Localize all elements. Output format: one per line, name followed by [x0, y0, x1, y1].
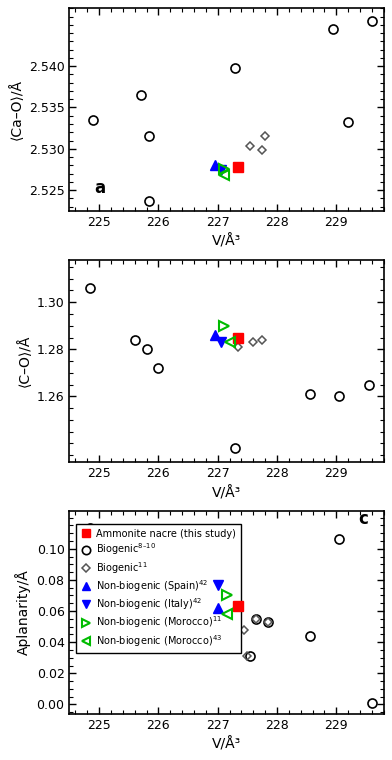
X-axis label: V/Å³: V/Å³: [212, 486, 241, 500]
X-axis label: V/Å³: V/Å³: [212, 234, 241, 249]
Y-axis label: Aplanarity/Å: Aplanarity/Å: [15, 570, 31, 655]
X-axis label: V/Å³: V/Å³: [212, 737, 241, 752]
Text: a: a: [94, 179, 106, 197]
Y-axis label: ⟨Ca–O⟩/Å: ⟨Ca–O⟩/Å: [8, 79, 23, 140]
Y-axis label: ⟨C–O⟩/Å: ⟨C–O⟩/Å: [16, 335, 31, 388]
Text: c: c: [359, 509, 368, 527]
Legend: Ammonite nacre (this study), Biogenic$^{8–10}$, Biogenic$^{11}$, Non-biogenic (S: Ammonite nacre (this study), Biogenic$^{…: [76, 524, 241, 654]
